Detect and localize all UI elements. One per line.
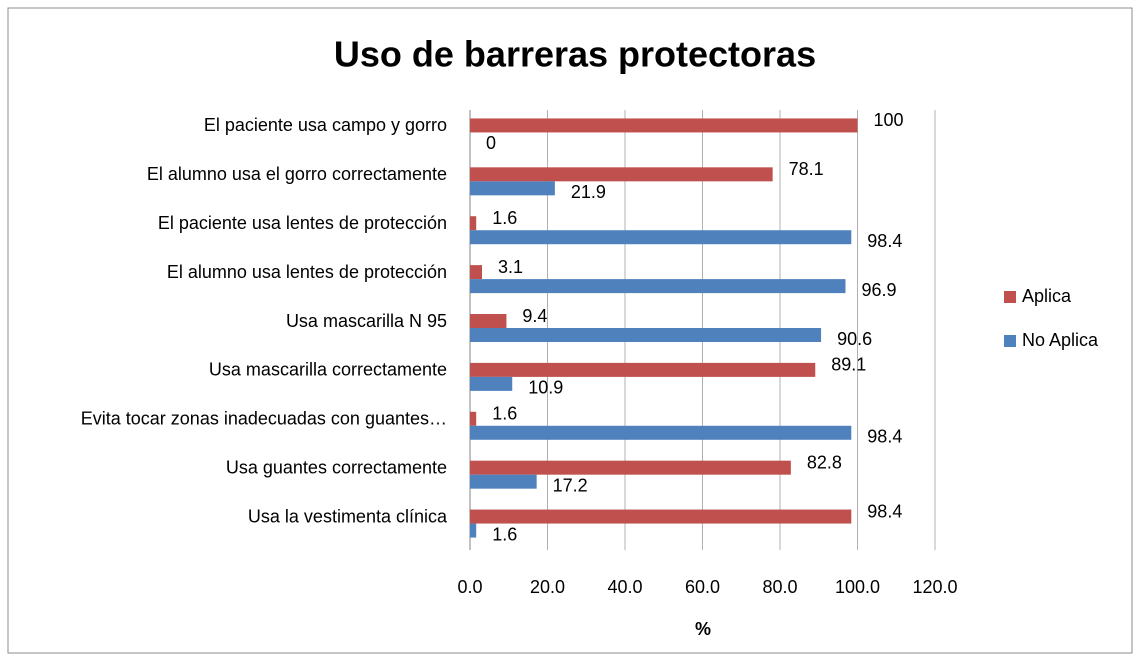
- x-tick-label: 100.0: [835, 577, 880, 597]
- data-label: 21.9: [571, 182, 606, 202]
- data-label: 10.9: [528, 378, 563, 398]
- chart-title: Uso de barreras protectoras: [334, 34, 816, 75]
- y-tick-label: Usa mascarilla correctamente: [209, 360, 447, 380]
- data-label: 98.4: [867, 501, 902, 521]
- y-tick-label: El paciente usa campo y gorro: [204, 115, 447, 135]
- y-tick-label: Usa guantes correctamente: [226, 457, 447, 477]
- bar: [470, 362, 816, 377]
- y-tick-label: Evita tocar zonas inadecuadas con guante…: [81, 409, 447, 429]
- bar: [470, 460, 791, 475]
- legend-swatch: [1004, 291, 1016, 303]
- bar: [470, 411, 477, 426]
- x-tick-label: 60.0: [685, 577, 720, 597]
- bar: [470, 474, 537, 489]
- data-label: 100: [874, 110, 904, 130]
- x-tick-label: 40.0: [607, 577, 642, 597]
- bar: [470, 265, 483, 280]
- data-label: 78.1: [789, 159, 824, 179]
- bar: [470, 328, 822, 342]
- bar: [470, 314, 507, 328]
- x-tick-label: 80.0: [762, 577, 797, 597]
- legend-label: Aplica: [1022, 286, 1072, 306]
- y-tick-label: El paciente usa lentes de protección: [158, 213, 447, 233]
- data-label: 89.1: [831, 355, 866, 375]
- bar: [470, 279, 846, 294]
- y-tick-label: El alumno usa el gorro correctamente: [147, 164, 447, 184]
- data-label: 3.1: [498, 257, 523, 277]
- y-tick-label: El alumno usa lentes de protección: [167, 262, 447, 282]
- data-label: 9.4: [522, 306, 547, 326]
- bar: [470, 425, 852, 440]
- bar: [470, 376, 513, 391]
- data-label: 0: [486, 133, 496, 153]
- data-label: 1.6: [492, 524, 517, 544]
- data-label: 98.4: [867, 231, 902, 251]
- data-label: 17.2: [553, 475, 588, 495]
- y-tick-label: Usa mascarilla N 95: [286, 311, 447, 331]
- bar: [470, 181, 555, 196]
- y-tick-label: Usa la vestimenta clínica: [248, 506, 448, 526]
- legend-swatch: [1004, 335, 1016, 347]
- x-axis-label: %: [695, 619, 711, 639]
- bar: [470, 118, 858, 133]
- data-label: 1.6: [492, 404, 517, 424]
- data-label: 1.6: [492, 208, 517, 228]
- x-tick-label: 20.0: [530, 577, 565, 597]
- data-label: 82.8: [807, 452, 842, 472]
- data-label: 90.6: [837, 329, 872, 349]
- legend-label: No Aplica: [1022, 330, 1099, 350]
- data-label: 96.9: [861, 280, 896, 300]
- bar: [470, 216, 477, 231]
- bar: [470, 167, 773, 182]
- bar: [470, 509, 852, 524]
- x-tick-label: 120.0: [912, 577, 957, 597]
- bar: [470, 230, 852, 245]
- data-label: 98.4: [867, 427, 902, 447]
- x-tick-label: 0.0: [457, 577, 482, 597]
- bar: [470, 523, 477, 538]
